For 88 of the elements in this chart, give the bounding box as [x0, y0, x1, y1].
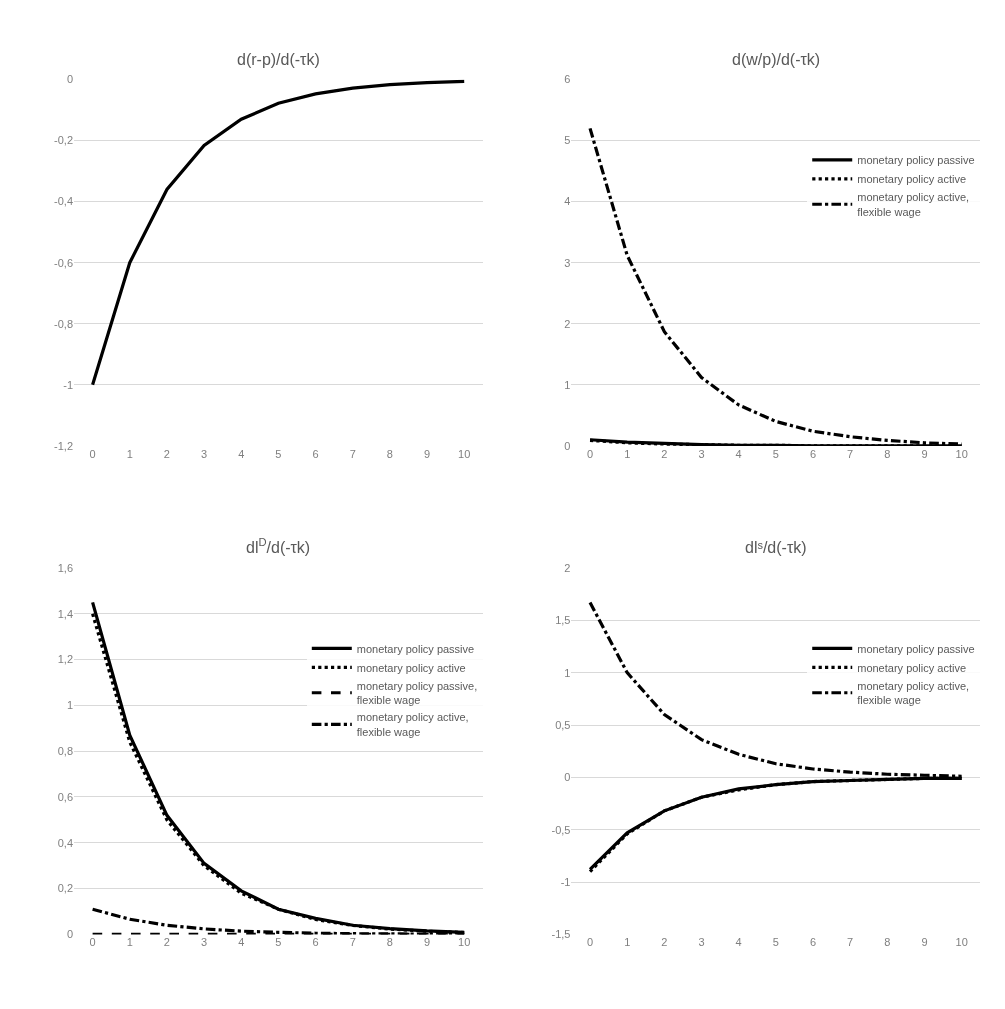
- x-tick-label: 0: [89, 936, 96, 949]
- x-tick-label: 9: [921, 936, 928, 949]
- y-tick-label: 0: [564, 439, 571, 452]
- y-tick-label: 2: [564, 317, 571, 330]
- x-tick-label: 1: [126, 936, 133, 949]
- y-tick-label: -1: [560, 875, 571, 888]
- chart-title: dlˢ/d(-τk): [745, 539, 807, 556]
- y-tick-label: 2: [564, 561, 571, 574]
- x-tick-label: 7: [847, 936, 854, 949]
- legend-label: monetary policy passive: [857, 154, 975, 167]
- x-tick-label: 8: [884, 447, 891, 460]
- x-tick-label: 7: [349, 936, 356, 949]
- x-tick-label: 5: [275, 447, 282, 460]
- x-tick-label: 4: [735, 447, 742, 460]
- y-tick-label: -0,6: [54, 256, 74, 269]
- x-tick-label: 6: [809, 936, 817, 949]
- legend-label: monetary policy active, flexible wage: [857, 679, 970, 707]
- x-tick-label: 2: [163, 447, 170, 460]
- x-tick-label: 10: [458, 447, 471, 460]
- x-tick-label: 2: [661, 936, 668, 949]
- x-tick-label: 9: [423, 447, 431, 460]
- x-tick-label: 0: [586, 936, 594, 949]
- y-tick-label: -1,5: [551, 928, 571, 941]
- y-tick-label: 1: [66, 699, 74, 712]
- x-tick-label: 8: [884, 936, 891, 949]
- y-tick-label: -0,8: [54, 317, 74, 330]
- x-tick-label: 5: [772, 936, 779, 949]
- y-tick-label: 1,5: [555, 614, 571, 627]
- x-tick-label: 9: [921, 447, 928, 460]
- legend-label: monetary policy passive: [857, 642, 975, 655]
- y-tick-label: 1,6: [57, 561, 74, 574]
- chart-title: d(w/p)/d(-τk): [732, 51, 821, 68]
- x-tick-label: 2: [661, 447, 668, 460]
- legend-label: monetary policy active: [857, 661, 967, 674]
- x-tick-label: 4: [238, 447, 245, 460]
- x-tick-label: 8: [386, 447, 393, 460]
- y-tick-label: 4: [564, 195, 571, 208]
- y-tick-label: 0,6: [57, 790, 74, 803]
- legend-label: monetary policy active: [356, 661, 466, 674]
- y-tick-label: 0,4: [57, 836, 74, 849]
- x-tick-label: 6: [312, 447, 319, 460]
- x-tick-label: 5: [772, 447, 779, 460]
- x-tick-label: 3: [698, 936, 705, 949]
- x-tick-label: 5: [275, 936, 282, 949]
- x-tick-label: 1: [126, 447, 133, 460]
- y-tick-label: -0,2: [54, 134, 74, 147]
- x-tick-label: 8: [386, 936, 393, 949]
- legend-label: monetary policy active, flexible wage: [356, 711, 469, 738]
- y-tick-label: -1,2: [54, 439, 74, 452]
- x-tick-label: 7: [847, 447, 854, 460]
- y-tick-label: 1,4: [57, 607, 74, 620]
- x-tick-label: 1: [624, 447, 631, 460]
- x-tick-label: 3: [201, 447, 208, 460]
- y-tick-label: -0,4: [54, 195, 74, 208]
- x-tick-label: 2: [163, 936, 170, 949]
- y-tick-label: 0,2: [57, 882, 74, 895]
- chart-title: d(r-p)/d(-τk): [237, 51, 320, 68]
- y-tick-label: 1: [564, 378, 571, 391]
- x-tick-label: 10: [955, 447, 968, 460]
- legend-label: monetary policy active, flexible wage: [857, 191, 970, 218]
- y-tick-label: 3: [564, 256, 571, 269]
- x-tick-label: 4: [238, 936, 245, 949]
- y-tick-label: 0,5: [555, 718, 571, 731]
- x-tick-label: 0: [89, 447, 96, 460]
- chart-title: dl$^{D}$/d(-τk): [246, 536, 311, 556]
- legend-label: monetary policy passive: [356, 642, 475, 655]
- x-tick-label: 6: [809, 447, 817, 460]
- x-tick-label: 3: [201, 936, 208, 949]
- legend-label: monetary policy active: [857, 173, 967, 186]
- y-tick-label: -1: [63, 378, 74, 391]
- x-tick-label: 7: [349, 447, 356, 460]
- y-tick-label: 6: [564, 73, 571, 86]
- x-tick-label: 9: [423, 936, 431, 949]
- y-tick-label: 0: [66, 928, 74, 941]
- y-tick-label: -0,5: [551, 823, 571, 836]
- y-tick-label: 1: [564, 666, 571, 679]
- x-tick-label: 4: [735, 936, 742, 949]
- x-tick-label: 1: [624, 936, 631, 949]
- y-tick-label: 0: [564, 771, 571, 784]
- y-tick-label: 5: [564, 134, 571, 147]
- y-tick-label: 0: [66, 73, 74, 86]
- x-tick-label: 10: [458, 936, 471, 949]
- x-tick-label: 3: [698, 447, 705, 460]
- y-tick-label: 1,2: [57, 653, 74, 666]
- y-tick-label: 0,8: [57, 745, 74, 758]
- x-tick-label: 10: [955, 936, 968, 949]
- x-tick-label: 0: [586, 447, 594, 460]
- x-tick-label: 6: [312, 936, 319, 949]
